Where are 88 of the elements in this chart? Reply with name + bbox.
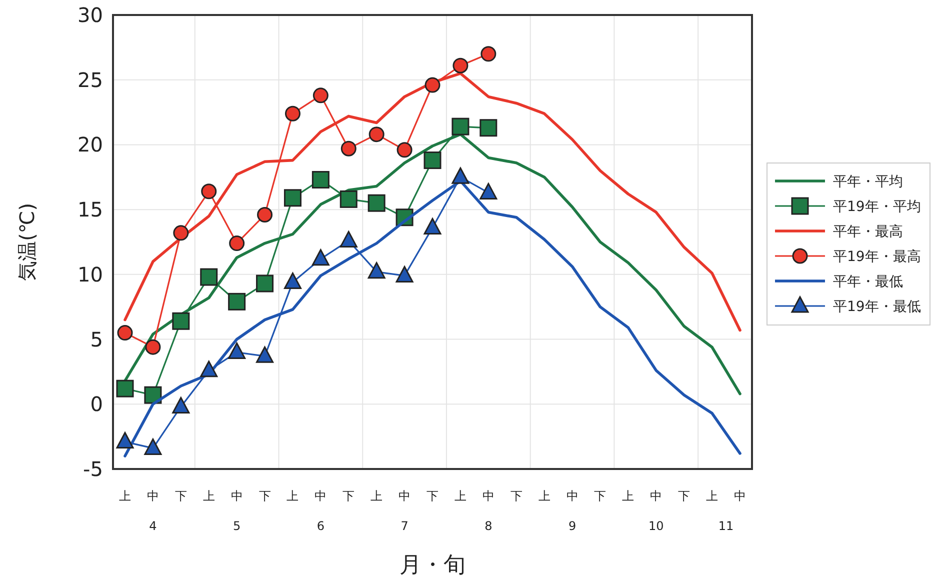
x-tick-label: 上 [202,489,215,503]
x-tick-label: 中 [734,489,746,503]
point [284,272,302,289]
x-tick-label: 中 [482,489,494,503]
point [340,190,358,208]
text: 5 [233,519,241,533]
point [201,184,217,200]
x-tick-label: 上 [370,489,383,503]
text: 11 [718,519,734,533]
x-tick-label: 下 [678,489,690,503]
text: 4 [149,519,157,533]
point [312,88,328,104]
point [256,274,274,292]
x-tick-label: 中 [566,489,578,503]
x-tick-label: 下 [510,489,522,503]
point [257,207,273,223]
x-tick-label: 中 [230,489,243,503]
legend-label: 平19年・平均 [833,199,921,215]
point [368,262,386,279]
x-tick-label: 下 [258,489,271,503]
y-tick-label: 20 [78,132,103,157]
x-axis-title: 月・旬 [400,553,466,578]
y-tick-label: 0 [90,392,103,416]
point [145,339,161,355]
point [117,325,133,341]
text: 8 [484,519,492,533]
point [284,106,300,122]
point [172,396,190,414]
legend-label: 平年・平均 [833,174,903,190]
text: 10 [648,519,664,533]
legend-label: 平19年・最高 [833,249,921,265]
y-tick-label: 30 [78,3,103,27]
point [480,119,498,137]
point [284,189,302,207]
point [424,152,442,170]
y-tick-label: 10 [78,262,103,286]
text: 6 [316,519,324,533]
x-tick-label: 下 [342,489,355,503]
legend-label: 平19年・最低 [833,299,921,315]
x-tick-label: 中 [146,489,159,503]
legend-label: 平年・最低 [833,274,903,290]
point [312,170,330,188]
point [229,236,245,252]
x-tick-label: 上 [119,489,131,503]
y-tick-label: 15 [78,198,103,222]
point [340,230,358,248]
x-tick-label: 上 [622,489,634,503]
text: 9 [568,519,576,533]
x-tick-label: 中 [650,489,662,503]
point [200,268,218,286]
point [116,432,134,449]
point [173,225,189,241]
y-tick-label: -5 [83,457,103,481]
x-tick-label: 上 [538,489,550,503]
point [480,46,496,62]
point [200,360,218,378]
point [396,142,412,158]
point [172,312,190,330]
x-tick-label: 上 [286,489,299,503]
point [368,126,384,142]
point [452,167,470,184]
y-tick-label: 25 [78,68,103,92]
y-axis-title: 気温(℃) [15,202,39,282]
x-tick-label: 上 [454,489,466,503]
point [340,140,356,156]
x-tick-label: 中 [398,489,411,503]
point [452,58,468,74]
point [396,266,414,282]
point [144,438,162,455]
point [228,342,246,360]
point [116,380,134,398]
y-tick-label: 5 [90,327,103,352]
point [424,77,440,93]
x-tick-label: 上 [706,489,718,503]
point [480,182,498,200]
point [424,218,442,234]
x-tick-label: 中 [314,489,327,503]
point [144,386,162,404]
x-tick-label: 下 [594,489,606,503]
point [256,346,274,363]
point [228,292,246,310]
point [452,118,470,136]
legend-label: 平年・最高 [833,224,903,240]
x-tick-label: 下 [174,489,187,503]
point [312,249,330,266]
text: 7 [400,519,408,533]
x-tick-label: 下 [426,489,438,503]
point [368,194,386,212]
